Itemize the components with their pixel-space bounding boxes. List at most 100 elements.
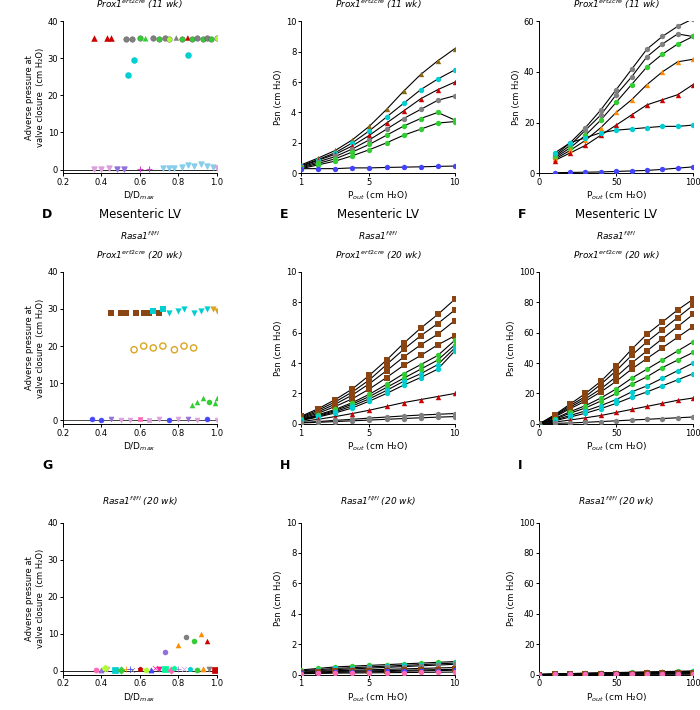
Point [564, 410, 575, 421]
Point [610, 124, 622, 136]
Point [381, 659, 392, 670]
Point [580, 391, 591, 402]
Point [626, 357, 637, 368]
Point [533, 418, 545, 430]
Point [313, 662, 324, 674]
Point [687, 31, 699, 42]
Point [398, 98, 409, 109]
Point [415, 322, 426, 334]
Point [564, 137, 575, 148]
Text: F: F [518, 208, 527, 221]
Point [595, 393, 606, 404]
Point [313, 155, 324, 166]
Point [204, 396, 215, 408]
Point [415, 659, 426, 670]
Point [580, 395, 591, 407]
Point [346, 386, 358, 398]
Point [129, 55, 140, 66]
Point [398, 379, 409, 391]
Point [657, 666, 668, 677]
Point [364, 383, 375, 395]
Point [330, 163, 341, 175]
Point [415, 330, 426, 342]
Point [449, 116, 461, 127]
Point [687, 411, 699, 422]
Point [641, 667, 652, 678]
Point [127, 664, 138, 675]
Point [432, 364, 443, 375]
Point [564, 406, 575, 417]
Point [295, 163, 307, 175]
Point [415, 410, 426, 421]
Point [626, 94, 637, 106]
Point [364, 660, 375, 671]
Point [211, 414, 223, 425]
Point [381, 664, 392, 675]
Point [580, 417, 591, 428]
Point [346, 662, 358, 673]
Point [205, 33, 216, 45]
Point [595, 376, 606, 387]
Point [432, 84, 443, 95]
Point [549, 669, 560, 680]
Point [313, 409, 324, 420]
Point [295, 667, 307, 679]
Text: Prox1$^{ert2cre}$ (20 wk): Prox1$^{ert2cre}$ (20 wk) [335, 248, 421, 262]
Point [163, 33, 174, 45]
Point [564, 167, 575, 178]
Point [610, 383, 622, 395]
Point [533, 669, 545, 680]
Point [595, 129, 606, 141]
Y-axis label: Adverse pressure at
valve closure  (cm H₂O): Adverse pressure at valve closure (cm H₂… [25, 549, 45, 648]
Point [364, 665, 375, 677]
Point [188, 160, 199, 172]
Point [432, 359, 443, 371]
Point [672, 163, 683, 174]
Point [121, 33, 132, 45]
Point [432, 664, 443, 675]
Point [449, 664, 461, 675]
Y-axis label: Psn (cm H₂O): Psn (cm H₂O) [512, 70, 521, 125]
Point [687, 119, 699, 131]
Point [449, 334, 461, 346]
Point [364, 415, 375, 426]
Point [449, 656, 461, 667]
X-axis label: P$_{out}$ (cm H₂O): P$_{out}$ (cm H₂O) [347, 691, 409, 704]
Point [626, 165, 637, 177]
Point [115, 665, 126, 676]
Point [398, 667, 409, 678]
Point [641, 371, 652, 383]
Point [415, 665, 426, 677]
Point [449, 345, 461, 356]
Point [564, 400, 575, 411]
Point [672, 395, 683, 406]
Point [580, 129, 591, 141]
Point [381, 124, 392, 135]
Point [432, 665, 443, 676]
X-axis label: D/D$_{max}$: D/D$_{max}$ [123, 691, 156, 704]
Point [381, 662, 392, 673]
Point [610, 361, 622, 372]
Point [364, 121, 375, 132]
Point [549, 409, 560, 420]
Point [626, 667, 637, 679]
Point [192, 664, 203, 675]
Point [415, 364, 426, 375]
Point [672, 56, 683, 67]
Point [641, 61, 652, 72]
Point [346, 403, 358, 414]
Point [626, 373, 637, 384]
Point [330, 400, 341, 412]
Point [549, 669, 560, 680]
Point [657, 667, 668, 679]
Point [313, 156, 324, 168]
Text: Rasa1$^{fl/fl}$ (20 wk): Rasa1$^{fl/fl}$ (20 wk) [578, 494, 654, 508]
Point [595, 416, 606, 427]
Point [364, 667, 375, 679]
Point [330, 394, 341, 405]
Point [150, 662, 161, 674]
Point [415, 84, 426, 95]
Point [432, 354, 443, 366]
Point [595, 668, 606, 679]
Point [381, 660, 392, 672]
